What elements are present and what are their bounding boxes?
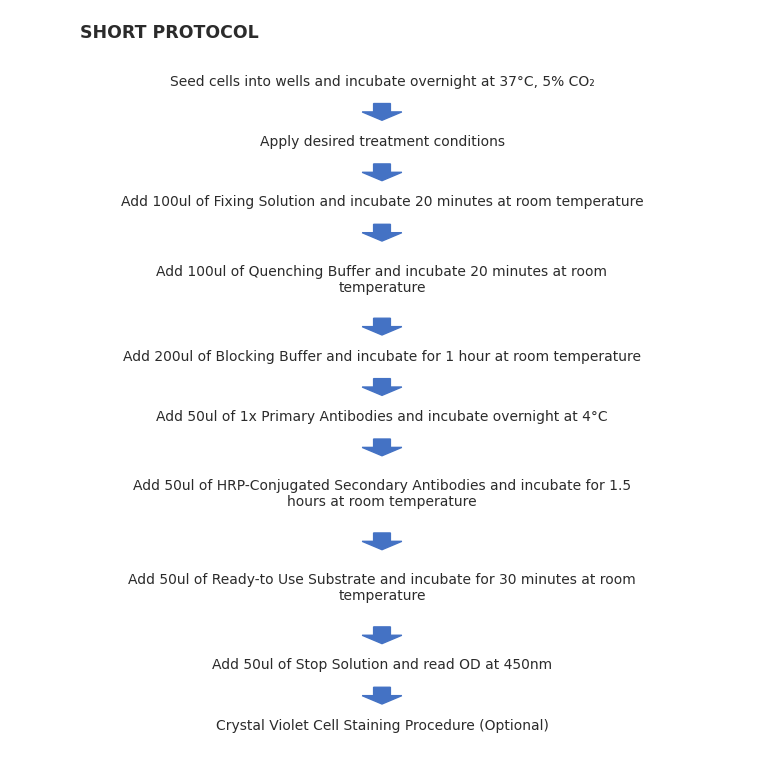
FancyArrow shape: [362, 627, 402, 643]
FancyArrow shape: [362, 104, 402, 120]
FancyArrow shape: [362, 439, 402, 456]
Text: Add 100ul of Quenching Buffer and incubate 20 minutes at room
temperature: Add 100ul of Quenching Buffer and incuba…: [157, 264, 607, 295]
Text: Add 50ul of Ready-to Use Substrate and incubate for 30 minutes at room
temperatu: Add 50ul of Ready-to Use Substrate and i…: [128, 573, 636, 604]
FancyArrow shape: [362, 533, 402, 549]
FancyArrow shape: [362, 225, 402, 241]
Text: Seed cells into wells and incubate overnight at 37°C, 5% CO₂: Seed cells into wells and incubate overn…: [170, 75, 594, 89]
FancyArrow shape: [362, 319, 402, 335]
Text: Apply des​ired treatment conditions: Apply des​ired treatment conditions: [260, 135, 504, 149]
Text: Add 100ul of Fixing Solution and incubate 20 minutes at room temperature: Add 100ul of Fixing Solution and incubat…: [121, 196, 643, 209]
Text: Add 200ul of Blocking Buffer and incubate for 1 hour at room temperature: Add 200ul of Blocking Buffer and incubat…: [123, 350, 641, 364]
FancyArrow shape: [362, 379, 402, 396]
Text: Add 50ul of Stop Solution and read OD at 450nm: Add 50ul of Stop Solution and read OD at…: [212, 659, 552, 672]
Text: Add 50ul of HRP-Conjugated Secondary Antibodies and incubate for 1.5
hours at ro: Add 50ul of HRP-Conjugated Secondary Ant…: [133, 479, 631, 510]
Text: Add 50ul of 1x Primary Antibodies and incubate overnight at 4°C: Add 50ul of 1x Primary Antibodies and in…: [156, 410, 608, 424]
FancyArrow shape: [362, 164, 402, 180]
Text: SHORT PROTOCOL: SHORT PROTOCOL: [80, 24, 259, 43]
FancyArrow shape: [362, 688, 402, 704]
Text: Crystal Violet Cell Staining Procedure (Optional): Crystal Violet Cell Staining Procedure (…: [215, 719, 549, 733]
